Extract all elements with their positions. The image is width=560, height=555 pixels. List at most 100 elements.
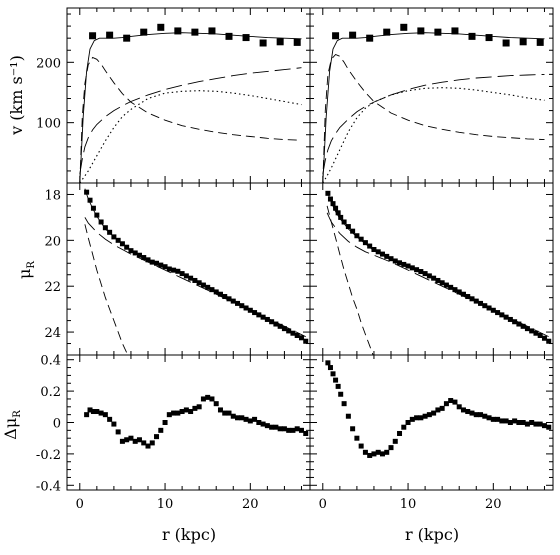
data-point	[196, 280, 202, 286]
y-tick-label: 22	[44, 280, 61, 295]
data-point	[401, 424, 407, 430]
data-point	[486, 415, 492, 421]
data-point	[188, 409, 194, 415]
series-line-solid	[79, 32, 302, 183]
data-point	[388, 445, 394, 451]
data-point	[191, 28, 199, 36]
left-surface-brightness-panel: 18 20 22 24	[44, 182, 311, 356]
data-point	[379, 451, 385, 457]
data-point	[87, 407, 93, 413]
x-tick-label: 10	[400, 497, 417, 512]
data-point	[495, 416, 501, 422]
data-point	[366, 34, 374, 42]
series-line-solid	[84, 188, 306, 341]
data-point	[225, 32, 233, 40]
data-point	[345, 224, 351, 230]
data-point	[192, 277, 198, 283]
right-rotation-curve-panel	[309, 7, 554, 184]
data-point	[465, 409, 471, 415]
data-point	[260, 314, 266, 320]
data-point	[375, 449, 381, 455]
series-line-dashed	[322, 53, 545, 183]
data-point	[330, 201, 336, 207]
data-point	[226, 296, 232, 302]
series-line-dashed	[79, 56, 302, 183]
x-tick-label: 10	[157, 497, 174, 512]
data-point	[98, 410, 104, 416]
y-axis-label-velocity: v (km s⁻¹)	[7, 55, 26, 136]
y-tick-label: 18	[44, 188, 61, 203]
data-point	[350, 426, 356, 432]
data-point	[349, 31, 357, 39]
data-point	[154, 434, 160, 440]
data-point	[286, 427, 292, 433]
data-point	[327, 365, 333, 371]
data-point	[333, 377, 339, 383]
data-point	[439, 405, 445, 411]
data-point	[217, 407, 223, 413]
x-tick-label: 0	[319, 497, 327, 512]
data-point	[473, 298, 479, 304]
data-point	[94, 409, 100, 415]
data-point	[136, 437, 142, 443]
data-point	[392, 438, 398, 444]
data-point	[273, 321, 279, 327]
data-point	[529, 420, 535, 425]
data-point	[205, 284, 211, 290]
data-point	[166, 266, 172, 272]
data-point	[217, 291, 223, 297]
data-point	[469, 296, 475, 302]
data-point	[468, 32, 476, 40]
series-line-dashed	[326, 205, 374, 355]
data-point	[102, 225, 108, 231]
data-point	[418, 415, 424, 421]
data-point	[439, 280, 445, 286]
data-point	[242, 34, 250, 42]
data-point	[529, 328, 535, 334]
data-point	[188, 275, 194, 281]
data-point	[200, 282, 206, 288]
data-point	[330, 371, 336, 377]
data-point	[222, 410, 228, 416]
data-point	[154, 260, 160, 266]
right-residuals-panel: 0 10 20	[309, 354, 554, 512]
panel-frame	[66, 7, 311, 184]
data-point	[213, 401, 219, 407]
data-point	[546, 424, 552, 430]
data-point	[293, 38, 301, 46]
left-rotation-curve-panel: 100 200	[36, 7, 311, 184]
data-point	[264, 316, 270, 322]
data-point	[507, 420, 513, 425]
panel-frame	[66, 182, 311, 356]
data-point	[524, 326, 530, 332]
panel-frame	[309, 7, 554, 184]
plot-area	[84, 188, 309, 355]
data-point	[435, 277, 441, 283]
data-point	[269, 319, 275, 325]
data-point	[499, 312, 505, 318]
data-point	[111, 421, 117, 427]
data-point	[213, 289, 219, 295]
y-axis-label-delta-mu: ΔμR	[1, 410, 23, 440]
data-point	[409, 416, 415, 422]
data-point	[371, 247, 377, 253]
data-point	[503, 314, 509, 320]
data-point	[226, 410, 232, 416]
data-point	[350, 228, 356, 234]
series-line-dotted	[322, 87, 545, 183]
data-point	[256, 420, 262, 425]
data-point	[371, 451, 377, 457]
data-point	[171, 410, 177, 416]
data-point	[384, 253, 390, 259]
data-point	[520, 420, 526, 425]
data-point	[192, 405, 198, 411]
y-tick-label: 0.4	[40, 354, 61, 369]
data-point	[290, 427, 296, 433]
data-point	[503, 418, 509, 424]
data-point	[541, 423, 547, 429]
data-point	[443, 401, 449, 407]
data-point	[208, 27, 216, 35]
data-point	[434, 28, 442, 36]
data-point	[499, 418, 505, 424]
data-point	[115, 429, 121, 435]
